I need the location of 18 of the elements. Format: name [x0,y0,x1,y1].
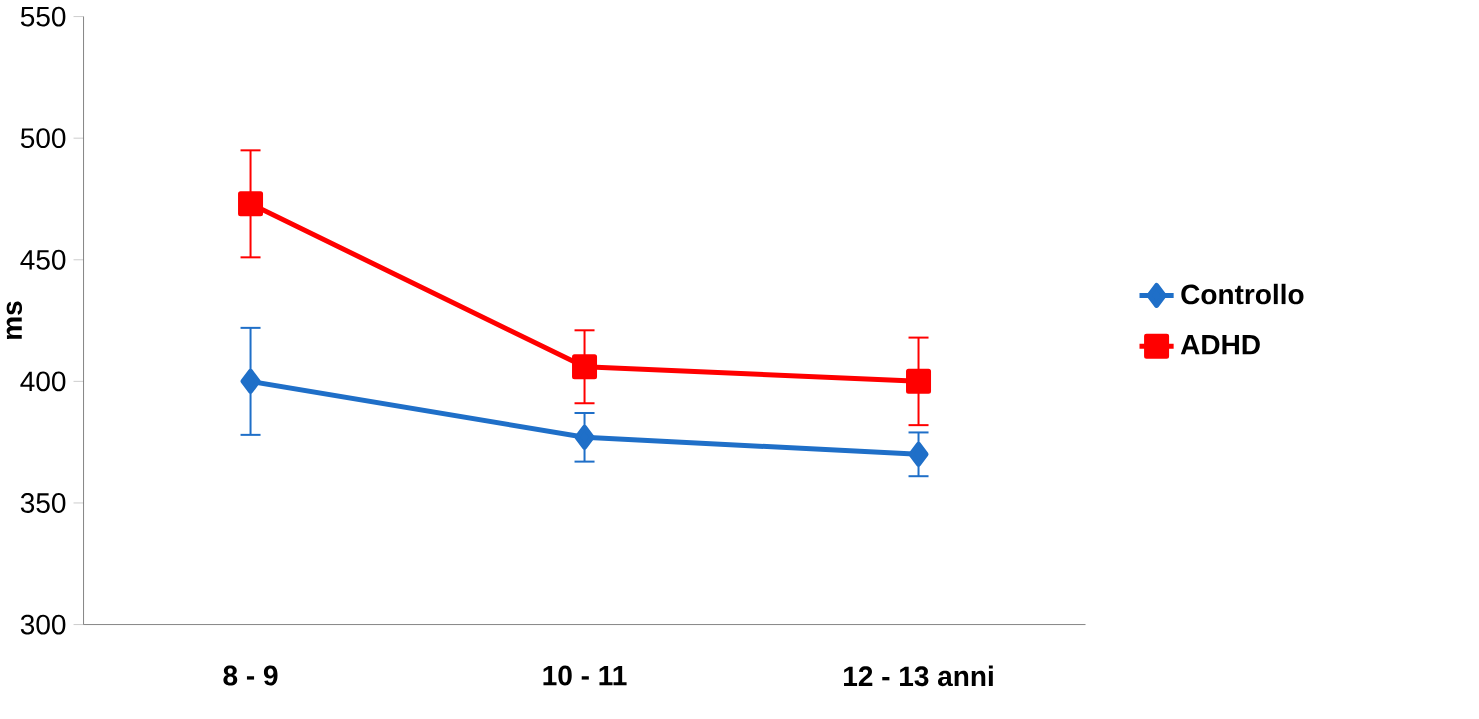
x-tick-label: 12 - 13 anni [844,665,993,687]
legend-label: ADHD [1180,334,1260,355]
point [906,368,932,394]
y-tick-label: 300 [20,614,66,635]
point [240,368,261,394]
point [574,424,595,450]
x-tick-label: 8 - 9 [223,665,278,686]
x-tick-label: 10 - 11 [543,665,627,686]
point [908,441,929,467]
y-tick-label: 400 [20,371,66,392]
y-tick-label: 550 [20,6,66,27]
y-axis-title: ms [6,301,23,339]
y-tick-label: 450 [20,249,66,270]
point [238,191,264,217]
point [572,354,598,380]
y-tick-label: 350 [20,492,66,513]
legend-label: Controllo [1181,283,1304,305]
y-tick-label: 500 [20,128,66,148]
